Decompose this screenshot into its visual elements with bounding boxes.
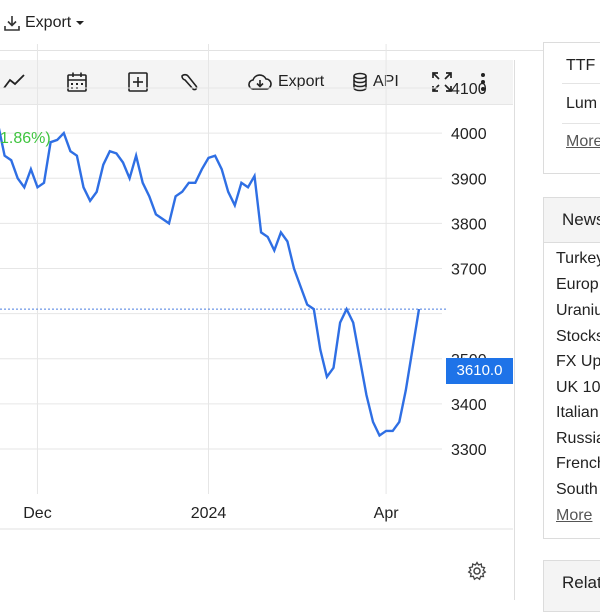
news-item[interactable]: Turkey (556, 250, 600, 267)
chart-toolbar: Export API (0, 60, 513, 105)
series-line (0, 127, 421, 438)
news-item[interactable]: Russia (556, 430, 600, 447)
news-header: News (544, 198, 600, 243)
x-tick-label: 2024 (191, 505, 227, 522)
caret-down-icon (76, 21, 85, 25)
download-icon (4, 16, 20, 31)
news-item[interactable]: FX Up (556, 353, 600, 370)
indicators-button[interactable] (178, 68, 200, 96)
y-axis: 41004000390038003700350034003300 (451, 81, 487, 459)
y-tick-label: 3800 (451, 216, 487, 233)
last-value-label: 3610.0 (446, 358, 513, 384)
plus-square-icon (128, 72, 148, 92)
divider (562, 123, 600, 124)
y-tick-label: 4100 (451, 81, 487, 98)
news-more-link[interactable]: More (556, 507, 593, 524)
news-item[interactable]: Uraniu (556, 302, 600, 319)
commodity-item[interactable]: TTF (566, 57, 596, 74)
y-tick-label: 3700 (451, 262, 487, 279)
calendar-icon (67, 72, 87, 92)
date-range-button[interactable] (66, 68, 88, 96)
top-bar: Export (0, 0, 600, 51)
export-button[interactable]: Export (247, 68, 324, 96)
news-item[interactable]: UK 10 (556, 379, 600, 396)
x-tick-label: Apr (374, 505, 400, 522)
vertical-dots-icon (481, 73, 485, 91)
news-panel: News Turkey Europ Uraniu Stocks FX Up UK… (543, 197, 600, 539)
compare-button[interactable] (127, 68, 149, 96)
chart-panel: Export API (0, 60, 515, 600)
fullscreen-icon (432, 72, 452, 92)
line-chart-icon (3, 74, 25, 89)
news-item[interactable]: French (556, 455, 600, 472)
news-item[interactable]: South (556, 481, 598, 498)
chart-grid (0, 44, 442, 494)
related-panel: Relat (543, 560, 600, 612)
price-chart: 41004000390038003700350034003300 Dec2024… (0, 44, 513, 530)
export-dropdown[interactable]: Export (3, 14, 85, 32)
y-tick-label: 3300 (451, 442, 487, 459)
x-axis: Dec 2024 Apr (0, 505, 513, 530)
change-label: 1.86%) (0, 130, 51, 147)
related-title: Relat (562, 573, 600, 592)
cloud-download-icon (248, 74, 272, 90)
chart-type-button[interactable] (2, 68, 28, 96)
commodities-panel: TTF Lum More (543, 42, 600, 174)
y-tick-label: 4000 (451, 126, 487, 143)
news-item[interactable]: Europ (556, 276, 599, 293)
fullscreen-button[interactable] (431, 68, 453, 96)
news-title: News (562, 210, 600, 229)
news-item[interactable]: Italian (556, 404, 599, 421)
x-tick-label: Dec (23, 505, 51, 522)
export-dropdown-label: Export (25, 14, 72, 31)
commodity-item[interactable]: Lum (566, 95, 598, 112)
y-tick-label: 3400 (451, 397, 487, 414)
export-button-label: Export (278, 73, 325, 90)
wrench-icon (181, 73, 198, 91)
commodities-more-link[interactable]: More (566, 133, 600, 150)
more-options-button[interactable] (478, 68, 488, 96)
divider (562, 83, 600, 84)
gear-icon[interactable] (467, 561, 487, 581)
news-item[interactable]: Stocks (556, 328, 600, 345)
y-tick-label: 3900 (451, 171, 487, 188)
